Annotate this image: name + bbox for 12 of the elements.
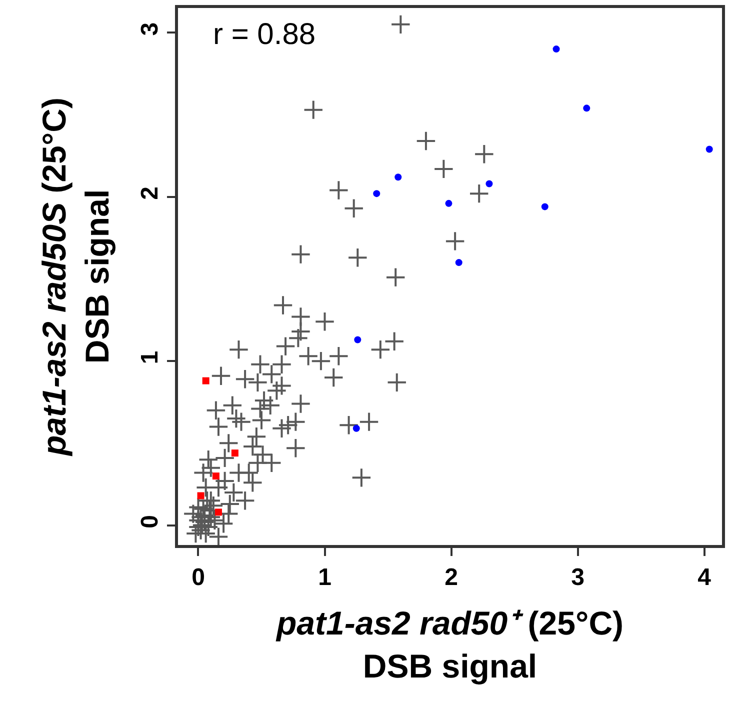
x-tick-label: 4	[698, 564, 712, 591]
y-axis-title: pat1-as2 rad50S (25°C) DSB signal	[35, 97, 116, 457]
y-tick-label: 3	[136, 22, 164, 36]
x-axis-title: pat1-as2 rad50⁺ (25°C) DSB signal	[275, 604, 624, 684]
y-tick-label: 1	[136, 350, 164, 364]
y-tick-label: 0	[136, 515, 164, 528]
x-tick-label: 2	[444, 564, 458, 591]
y-tick-label: 2	[136, 186, 164, 200]
x-tick-label: 1	[318, 564, 332, 591]
x-tick-label: 0	[192, 564, 205, 591]
annotation: r = 0.88	[213, 18, 316, 51]
x-tick-label: 3	[571, 564, 584, 591]
